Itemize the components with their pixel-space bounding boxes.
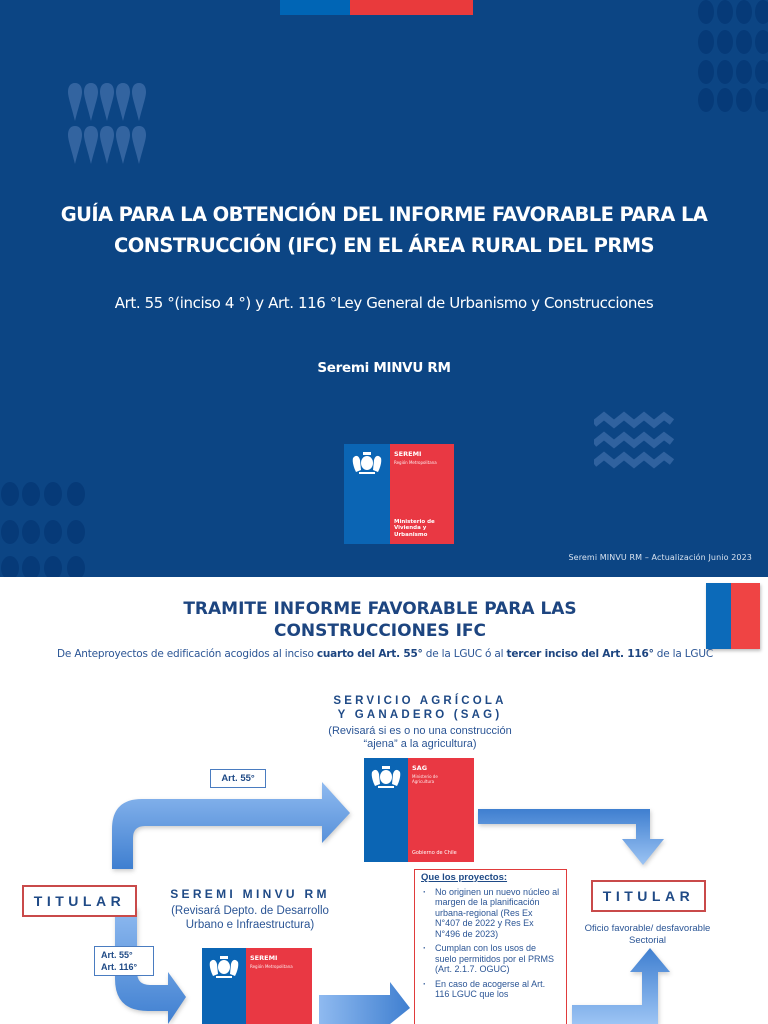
lead-text: de la LGUC ó al <box>422 648 507 660</box>
arrow-to-titular-icon <box>572 948 670 1024</box>
logo-name: SEREMI <box>250 954 278 962</box>
cover-footer: Seremi MINVU RM – Actualización Junio 20… <box>568 553 752 562</box>
art55-label: Art. 55° <box>210 769 266 788</box>
cover-subtitle: Art. 55 °(inciso 4 °) y Art. 116 °Ley Ge… <box>114 294 654 312</box>
arrow-to-requirements-icon <box>319 982 410 1024</box>
process-lead: De Anteproyectos de edificación acogidos… <box>40 648 730 661</box>
logo-region: Región Metropolitana <box>394 460 437 465</box>
seremi-logo: SEREMI Región Metropolitana Ministerio d… <box>344 444 454 544</box>
titular-box-right: TITULAR <box>591 880 706 912</box>
dot-pattern-decoration <box>696 0 768 120</box>
logo-ministry-line: Vivienda y <box>394 525 427 531</box>
sag-description: (Revisará si es o no una construcción “a… <box>300 725 540 751</box>
oficio-line: Oficio favorable/ desfavorable <box>584 923 711 934</box>
logo-red-panel: SAG Ministerio de Agricultura Gobierno d… <box>408 758 474 862</box>
flag-red-segment <box>731 583 760 649</box>
process-title-line-2: CONSTRUCCIONES IFC <box>273 621 487 641</box>
lead-bold: tercer inciso del Art. 116° <box>506 648 654 660</box>
flag-bar <box>280 0 473 15</box>
flag-blue-segment <box>280 0 350 15</box>
flag-red-segment <box>350 0 473 15</box>
sag-desc-line: “ajena” a la agricultura) <box>363 738 477 750</box>
seremi-desc-line: Urbano e Infraestructura) <box>185 919 315 931</box>
seremi-title: SEREMI MINVU RM <box>170 887 330 901</box>
seremi-desc-line: (Revisará Depto. de Desarrollo <box>171 905 329 917</box>
flag-badge <box>706 583 760 649</box>
logo-sub-line: Ministerio de <box>412 774 438 779</box>
flag-blue-segment <box>706 583 731 649</box>
sag-logo: SAG Ministerio de Agricultura Gobierno d… <box>364 758 474 862</box>
sag-title: SERVICIO AGRÍCOLA Y GANADERO (SAG) <box>300 694 540 722</box>
process-title-line-1: TRAMITE INFORME FAVORABLE PARA LAS <box>183 599 577 619</box>
cover-title-line-2: CONSTRUCCIÓN (IFC) EN EL ÁREA RURAL DEL … <box>114 234 655 257</box>
drop-pattern-decoration <box>68 83 150 173</box>
cover-title-line-1: GUÍA PARA LA OBTENCIÓN DEL INFORME FAVOR… <box>60 203 708 226</box>
titular-box-left: TITULAR <box>22 885 137 917</box>
sag-title-line: Y GANADERO (SAG) <box>337 709 503 721</box>
seremi-description: (Revisará Depto. de Desarrollo Urbano e … <box>150 904 350 932</box>
logo-region: Región Metropolitana <box>250 964 293 969</box>
coat-of-arms-icon <box>209 956 239 978</box>
art55-116-label: Art. 55° Art. 116° <box>94 946 154 976</box>
requirements-box: Que los proyectos: No originen un nuevo … <box>414 869 567 1024</box>
arrow-to-sag-icon <box>112 782 350 869</box>
logo-bottom-text: Gobierno de Chile <box>412 849 457 856</box>
sag-desc-line: (Revisará si es o no una construcción <box>328 725 512 737</box>
requirement-item: En caso de acogerse al Art. 116 LGUC que… <box>421 979 560 1000</box>
cover-slide: GUÍA PARA LA OBTENCIÓN DEL INFORME FAVOR… <box>0 0 768 577</box>
logo-ministry-line: Urbanismo <box>394 531 428 538</box>
logo-name: SEREMI <box>394 450 422 458</box>
logo-ministry: Ministerio de Vivienda y Urbanismo <box>394 519 435 539</box>
process-slide: TRAMITE INFORME FAVORABLE PARA LAS CONST… <box>0 577 768 1024</box>
sag-title-line: SERVICIO AGRÍCOLA <box>333 695 507 707</box>
lead-text: de la LGUC <box>653 648 713 660</box>
cover-author: Seremi MINVU RM <box>317 360 451 376</box>
zigzag-pattern-decoration <box>591 410 675 485</box>
seremi-logo-small: SEREMI Región Metropolitana <box>202 948 312 1024</box>
logo-sub-line: Agricultura <box>412 779 435 784</box>
oficio-caption: Oficio favorable/ desfavorable Sectorial <box>570 923 725 946</box>
arrow-from-sag-icon <box>478 809 664 865</box>
logo-blue-panel <box>344 444 390 544</box>
process-title: TRAMITE INFORME FAVORABLE PARA LAS CONST… <box>60 598 700 642</box>
requirement-item: No originen un nuevo núcleo al margen de… <box>421 887 560 940</box>
dot-pattern-decoration-left <box>0 480 90 577</box>
logo-name: SAG <box>412 764 428 772</box>
lead-bold: cuarto del Art. 55° <box>316 648 423 660</box>
requirements-heading: Que los proyectos: <box>421 872 508 883</box>
coat-of-arms-icon <box>352 452 382 474</box>
oficio-line: Sectorial <box>629 934 666 946</box>
coat-of-arms-icon <box>371 766 401 788</box>
arrow-to-seremi-icon <box>115 907 186 1024</box>
logo-blue-panel <box>364 758 408 862</box>
requirements-list: No originen un nuevo núcleo al margen de… <box>421 887 560 1000</box>
logo-ministry-line: Ministerio de <box>394 518 435 525</box>
logo-red-panel: SEREMI Región Metropolitana Ministerio d… <box>390 444 454 544</box>
requirement-item: Cumplan con los usos de suelo permitidos… <box>421 943 560 975</box>
flow-arrows <box>112 782 670 1024</box>
logo-red-panel: SEREMI Región Metropolitana <box>246 948 312 1024</box>
lead-text: De Anteproyectos de edificación acogidos… <box>57 648 317 660</box>
art-line: Art. 55° <box>101 950 133 960</box>
logo-sub: Ministerio de Agricultura <box>412 774 470 784</box>
cover-title: GUÍA PARA LA OBTENCIÓN DEL INFORME FAVOR… <box>30 199 738 261</box>
logo-blue-panel <box>202 948 246 1024</box>
art-line: Art. 116° <box>101 962 138 972</box>
